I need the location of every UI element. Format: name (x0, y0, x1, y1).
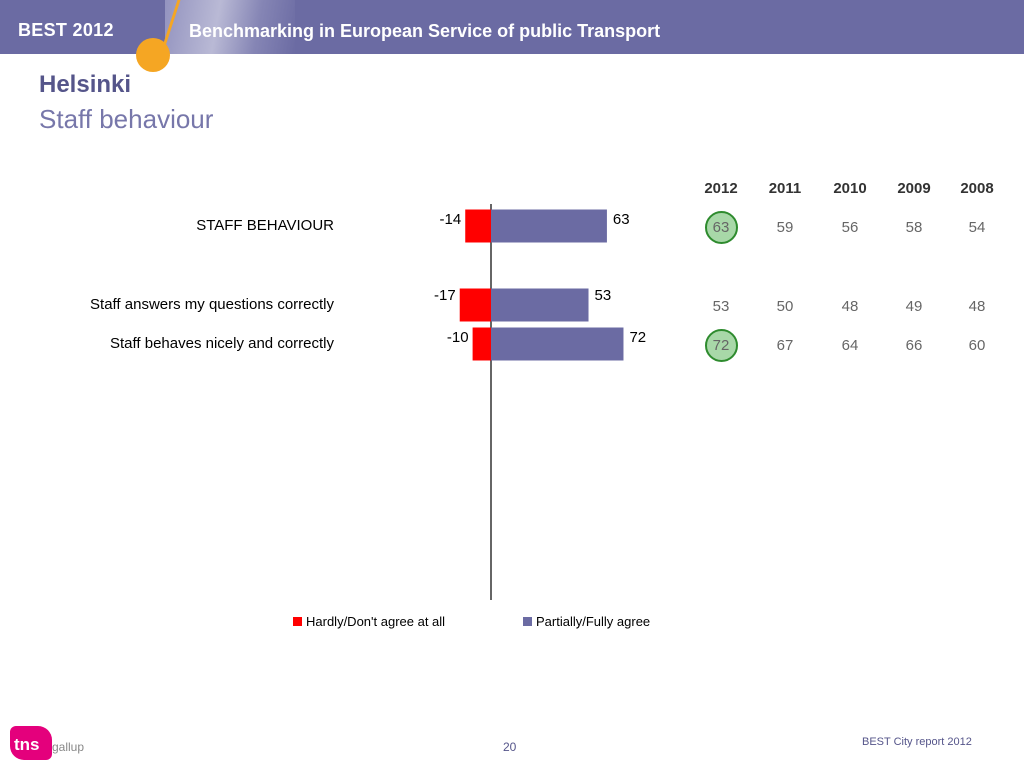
badge-label: BEST 2012 (18, 20, 114, 40)
page-title: Helsinki (39, 71, 132, 98)
bar-positive (491, 288, 589, 322)
legend-label: Hardly/Don't agree at all (306, 614, 446, 629)
year-value: 63 (712, 219, 730, 236)
page-subtitle: Staff behaviour (39, 104, 214, 134)
year-value: 59 (776, 219, 794, 236)
year-value: 50 (776, 298, 794, 315)
year-value: 72 (712, 337, 730, 354)
year-value: 56 (841, 219, 859, 236)
year-value: 54 (968, 219, 986, 236)
year-header: 2009 (897, 180, 931, 197)
banner-subtitle: Benchmarking in European Service of publ… (189, 21, 661, 41)
year-value: 53 (712, 298, 730, 315)
orange-dot-icon (136, 38, 170, 72)
category-label: STAFF BEHAVIOUR (196, 217, 334, 234)
year-value: 60 (968, 337, 986, 354)
bar-positive-label: 72 (629, 329, 646, 346)
banner-photo (165, 0, 295, 54)
year-value: 58 (905, 219, 923, 236)
report-name: BEST City report 2012 (862, 736, 972, 748)
year-value: 48 (841, 298, 859, 315)
year-value: 64 (841, 337, 859, 354)
year-header: 2008 (960, 180, 994, 197)
year-value: 48 (968, 298, 986, 315)
highlight-circle-icon (705, 329, 738, 362)
legend-item: Partially/Fully agree (523, 614, 650, 629)
year-header: 2010 (833, 180, 867, 197)
year-header: 2011 (768, 180, 802, 197)
bar-negative (472, 327, 491, 361)
legend-label: Partially/Fully agree (536, 614, 651, 629)
header-banner: BEST 2012 Benchmarking in European Servi… (0, 0, 1024, 54)
category-label: Staff answers my questions correctly (90, 296, 334, 313)
bar-negative-label: -14 (440, 211, 462, 228)
category-label: Staff behaves nicely and correctly (109, 335, 334, 352)
tns-logo-icon (10, 726, 52, 760)
page-number: 20 (503, 740, 517, 754)
bar-positive (491, 209, 607, 243)
logo-gallup: gallup (52, 740, 85, 754)
logo-text: tns (14, 735, 40, 754)
bar-negative (459, 288, 491, 322)
bar-positive-label: 53 (595, 287, 612, 304)
year-header: 2012 (704, 180, 738, 197)
year-value: 67 (776, 337, 794, 354)
year-value: 66 (905, 337, 923, 354)
bar-positive-label: 63 (613, 211, 630, 228)
bar-positive (491, 327, 624, 361)
highlight-circle-icon (705, 211, 738, 244)
bar-negative-label: -17 (434, 287, 456, 304)
legend-item: Hardly/Don't agree at all (293, 614, 445, 629)
legend-swatch-icon (523, 617, 532, 626)
bar-negative (465, 209, 491, 243)
bar-negative-label: -10 (447, 329, 469, 346)
year-value: 49 (905, 298, 923, 315)
legend-swatch-icon (293, 617, 302, 626)
